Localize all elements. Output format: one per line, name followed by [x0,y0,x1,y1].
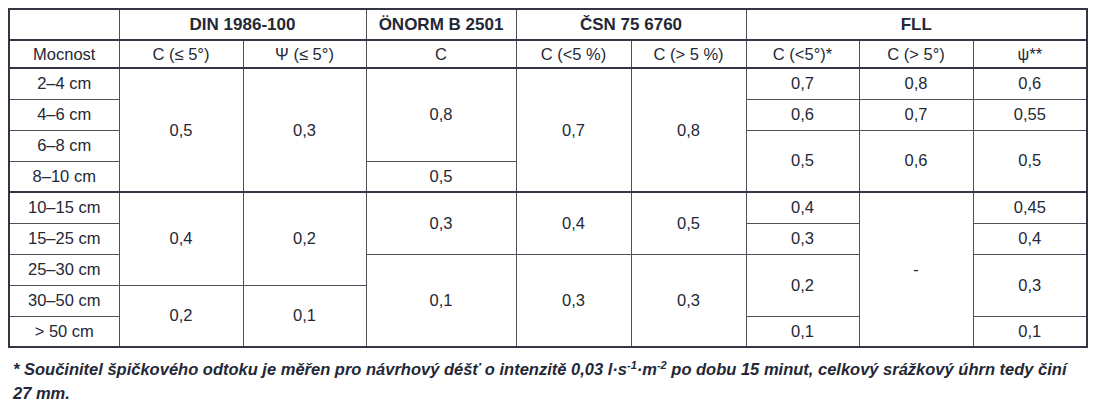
row-label: 30–50 cm [9,285,119,316]
col-header-din-psi: Ψ (≤ 5°) [243,40,366,68]
corner-cell [9,9,119,40]
value-cell: 0,7 [746,68,859,99]
value-cell: 0,3 [366,192,516,254]
group-header-din: DIN 1986-100 [119,9,366,40]
row-label: 25–30 cm [9,254,119,285]
group-header-fll: FLL [746,9,1087,40]
value-cell: 0,5 [119,68,243,192]
sub-header-row: Mocnost C (≤ 5°) Ψ (≤ 5°) C C (<5 %) C (… [9,40,1087,68]
value-cell: 0,2 [746,254,859,316]
value-cell: 0,4 [746,192,859,223]
col-header-fll-psi: ψ** [973,40,1087,68]
value-cell: 0,1 [746,316,859,347]
runoff-coefficient-table: DIN 1986-100 ÖNORM B 2501 ČSN 75 6760 FL… [8,8,1088,348]
row-label: > 50 cm [9,316,119,347]
footnote-1-text: * Součinitel špičkového odtoku je měřen … [13,360,627,378]
page: DIN 1986-100 ÖNORM B 2501 ČSN 75 6760 FL… [0,0,1094,412]
value-cell: 0,6 [746,99,859,130]
row-label: 10–15 cm [9,192,119,223]
value-cell: 0,55 [973,99,1087,130]
value-cell: 0,1 [366,254,516,347]
value-cell: 0,3 [516,254,631,347]
value-cell: 0,3 [973,254,1087,316]
value-cell: 0,5 [631,192,746,254]
group-header-row: DIN 1986-100 ÖNORM B 2501 ČSN 75 6760 FL… [9,9,1087,40]
footnote-1-superscript-2: -2 [657,359,667,371]
value-cell: 0,4 [973,223,1087,254]
value-cell: 0,2 [243,192,366,285]
value-cell: 0,6 [973,68,1087,99]
value-cell: 0,3 [243,68,366,192]
table-body: 2–4 cm0,50,30,80,70,80,70,80,64–6 cm0,60… [9,68,1087,347]
value-cell: 0,8 [859,68,973,99]
value-cell: 0,8 [366,68,516,161]
value-cell: 0,2 [119,285,243,347]
footnote-1-superscript-1: -1 [627,359,637,371]
value-cell: 0,3 [631,254,746,347]
col-header-fll-c-lt5: C (<5°)* [746,40,859,68]
value-cell: 0,4 [516,192,631,254]
value-cell: 0,3 [746,223,859,254]
row-label: 15–25 cm [9,223,119,254]
col-header-din-c: C (≤ 5°) [119,40,243,68]
value-cell: 0,1 [243,285,366,347]
value-cell: - [859,192,973,347]
value-cell: 0,5 [973,130,1087,192]
value-cell: 0,1 [973,316,1087,347]
col-header-csn-c-lt5: C (<5 %) [516,40,631,68]
row-label: 8–10 cm [9,161,119,192]
value-cell: 0,6 [859,130,973,192]
value-cell: 0,7 [516,68,631,192]
col-header-mocnost: Mocnost [9,40,119,68]
row-label: 2–4 cm [9,68,119,99]
col-header-fll-c-gt5: C (> 5°) [859,40,973,68]
table-row: 2–4 cm0,50,30,80,70,80,70,80,6 [9,68,1087,99]
col-header-onorm-c: C [366,40,516,68]
value-cell: 0,45 [973,192,1087,223]
group-header-csn: ČSN 75 6760 [516,9,746,40]
value-cell: 0,5 [746,130,859,192]
value-cell: 0,8 [631,68,746,192]
group-header-onorm: ÖNORM B 2501 [366,9,516,40]
col-header-csn-c-gt5: C (> 5 %) [631,40,746,68]
value-cell: 0,4 [119,192,243,285]
footnotes: * Součinitel špičkového odtoku je měřen … [8,348,1086,412]
value-cell: 0,5 [366,161,516,192]
footnote-1-mid: ·m [637,360,657,378]
footnote-1: * Součinitel špičkového odtoku je měřen … [13,357,1086,405]
row-label: 4–6 cm [9,99,119,130]
table-row: 10–15 cm0,40,20,30,40,50,4-0,45 [9,192,1087,223]
row-label: 6–8 cm [9,130,119,161]
value-cell: 0,7 [859,99,973,130]
